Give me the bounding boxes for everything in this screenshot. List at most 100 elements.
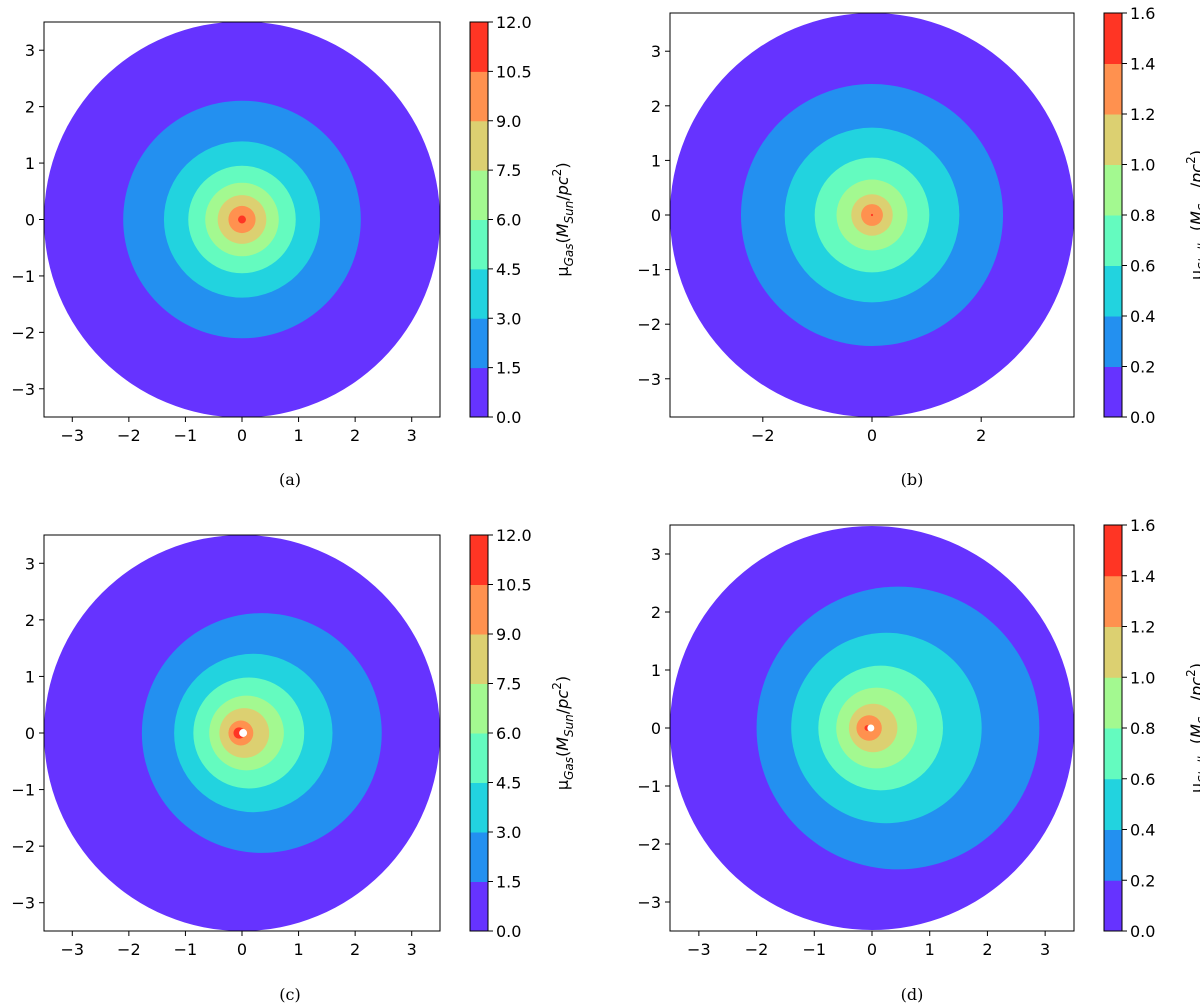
colorbar-tick-label: 0.4 [1130,821,1155,840]
y-tick-label: 3 [651,42,661,61]
y-tick-label: 1 [651,661,661,680]
colorbar-tick-label: 0.6 [1130,770,1155,789]
colorbar-label-part: Gas [562,757,576,780]
colorbar-label-part: ( [1187,225,1200,231]
colorbar-label-part: 2 [1184,669,1198,677]
colorbar-label-part: μ [553,266,572,276]
x-tick-label: 0 [867,426,877,445]
colorbar-label-part: Sun [562,201,576,224]
colorbar-band-6 [470,120,488,171]
colorbar-tick-label: 0.4 [1130,307,1155,326]
colorbar-label-part: μ [553,780,572,790]
y-tick-label: −2 [637,835,661,854]
colorbar-tick-label: 6.0 [496,724,521,743]
colorbar-tick-label: 9.0 [496,112,521,131]
x-tick-label: 3 [407,426,417,445]
contour-fill-group [44,22,440,417]
subplot-a: −3 −2 −1 0 1 2 3 −3 −2 −1 0 1 2 3 0.0 1.5 3.0 4.5 6.0 7.5 9.… [11,13,576,489]
colorbar: 0.0 0.2 0.4 0.6 0.8 1.0 1.2 1.4 1.6 μStellar(MSun… [1103,4,1200,427]
y-tick-label: −2 [11,837,35,856]
colorbar-band-7 [1104,575,1122,627]
colorbar-tick-label: 7.5 [496,675,521,694]
x-tick-label: 1 [293,426,303,445]
colorbar-tick-label: 3.0 [496,309,521,328]
colorbar-label-part: ( [1187,738,1200,744]
contour-band-8 [238,215,246,224]
colorbar-label-part: ) [1187,663,1200,669]
y-tick-label: 3 [25,41,35,60]
colorbar-tick-label: 1.5 [496,873,521,892]
colorbar-tick-label: 12.0 [496,526,532,545]
subplot-caption: (b) [901,470,924,489]
y-tick-label: 3 [651,545,661,564]
y-tick-label: 0 [25,724,35,743]
subplot-c: −3 −2 −1 0 1 2 3 −3 −2 −1 0 1 2 3 0.0 1.5 3.0 4.5 6.0 7.5 9.… [11,526,576,1004]
x-tick-label: −1 [174,426,198,445]
colorbar-tick-label: 0.0 [496,408,521,427]
x-tick-label: 0 [237,426,247,445]
colorbar-band-1 [470,881,488,932]
colorbar-label-part: Stellar [1196,743,1200,783]
x-tick-label: −2 [117,426,141,445]
colorbar-band-2 [470,318,488,369]
colorbar-tick-label: 0.2 [1130,871,1155,890]
y-tick-label: 2 [25,98,35,117]
colorbar-label-part: / [1187,182,1200,188]
colorbar-label-part: / [1187,695,1200,701]
y-tick-label: 0 [651,206,661,225]
colorbar-tick-label: 1.2 [1130,618,1155,637]
x-tick-label: 2 [350,426,360,445]
colorbar: 0.0 1.5 3.0 4.5 6.0 7.5 9.0 10.5 12.0 μGas(MSun/p… [469,526,576,941]
center-hole [239,729,248,737]
y-tick-label: 0 [651,719,661,738]
y-tick-label: −1 [11,267,35,286]
colorbar-tick-label: 1.6 [1130,516,1155,535]
colorbar-band-8 [470,22,488,72]
colorbar-band-1 [1104,880,1122,932]
colorbar-label-part: M [1187,724,1200,738]
colorbar-tick-label: 1.0 [1130,668,1155,687]
colorbar-tick-label: 0.2 [1130,358,1155,377]
colorbar-band-3 [1104,265,1122,317]
center-hole [867,724,875,732]
colorbar-band-2 [470,832,488,882]
contour-fill-group [670,526,1074,930]
colorbar-label-part: 2 [550,169,564,177]
colorbar-tick-label: 0.8 [1130,206,1155,225]
x-tick-label: 2 [976,426,986,445]
colorbar-band-3 [470,268,488,319]
x-tick-label: −1 [174,940,198,959]
colorbar-band-4 [1104,215,1122,266]
y-tick-label: 1 [651,151,661,170]
colorbar-tick-label: 1.4 [1130,55,1155,74]
colorbar-band-3 [470,782,488,833]
colorbar-band-5 [1104,164,1122,216]
colorbar-label: μGas(MSun/pc2) [550,162,576,276]
subplot-caption: (a) [279,470,301,489]
y-tick-label: 0 [25,211,35,230]
colorbar-band-8 [1104,13,1122,64]
colorbar-tick-label: 12.0 [496,13,532,32]
colorbar-label-part: M [553,737,572,751]
y-tick-label: −3 [11,380,35,399]
contour-band-8 [870,213,874,217]
colorbar-label: μGas(MSun/pc2) [550,676,576,790]
colorbar-tick-label: 1.4 [1130,567,1155,586]
colorbar-tick-label: 4.5 [496,774,521,793]
x-tick-label: −3 [60,940,84,959]
colorbar-band-4 [470,219,488,270]
colorbar-band-3 [1104,778,1122,830]
colorbar-tick-label: 0.0 [1130,922,1155,941]
colorbar-label-part: ( [553,237,572,243]
colorbar-band-5 [470,683,488,734]
colorbar-label-part: / [553,708,572,714]
colorbar-tick-label: 1.6 [1130,4,1155,23]
colorbar-band-7 [470,71,488,122]
y-tick-label: −1 [637,777,661,796]
colorbar-label-part: M [1187,211,1200,225]
y-tick-label: −2 [11,323,35,342]
colorbar-label-part: ) [553,162,572,168]
y-tick-label: 1 [25,154,35,173]
colorbar-label-part: pc [1187,677,1200,697]
colorbar-label-part: Stellar [1196,230,1200,270]
